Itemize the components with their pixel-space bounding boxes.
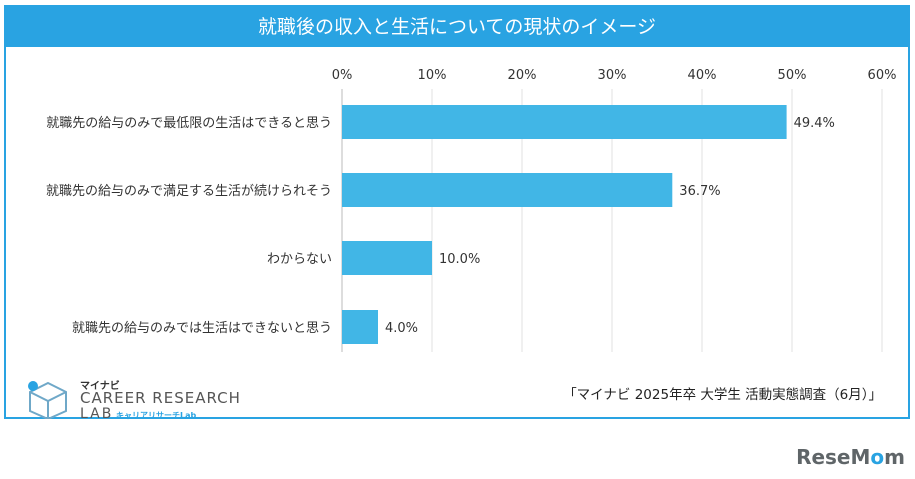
category-label: わからない	[267, 252, 332, 267]
chart-frame: 就職後の収入と生活についての現状のイメージ 0% 10% 20% 30% 40% 50% 6…	[4, 5, 910, 422]
x-tick-label: 50%	[778, 68, 807, 83]
bar-chart: 0% 10% 20% 30% 40% 50% 60% 就職先の給与のみで最低限の生活はできると…	[46, 68, 897, 352]
brand-line2: LAB	[80, 406, 114, 422]
bar	[342, 310, 378, 344]
category-label: 就職先の給与のみで最低限の生活はできると思う	[46, 116, 332, 131]
resemom-watermark: ReseMom	[796, 445, 905, 469]
x-tick-label: 60%	[868, 68, 897, 83]
data-label: 36.7%	[679, 184, 720, 199]
brand-line1: CAREER RESEARCH	[80, 389, 241, 407]
career-research-lab-logo: マイナビ CAREER RESEARCH LAB キャリアリサーチLab	[24, 375, 244, 422]
data-label: 4.0%	[385, 321, 418, 336]
brand-small-top: マイナビ	[80, 381, 120, 392]
x-tick-label: 10%	[418, 68, 447, 83]
chart-title: 就職後の収入と生活についての現状のイメージ	[6, 7, 908, 47]
data-label: 49.4%	[794, 116, 835, 131]
lab-cube-icon	[28, 381, 67, 419]
data-label: 10.0%	[439, 252, 480, 267]
brand-sub: キャリアリサーチLab	[116, 411, 197, 420]
category-label: 就職先の給与のみでは生活はできないと思う	[72, 321, 332, 336]
category-label: 就職先の給与のみで満足する生活が続けられそう	[46, 184, 332, 199]
source-note: 「マイナビ 2025年卒 大学生 活動実態調査（6月）」	[563, 387, 882, 403]
bar	[342, 241, 432, 275]
x-tick-label: 40%	[688, 68, 717, 83]
x-tick-label: 30%	[598, 68, 627, 83]
x-tick-label: 20%	[508, 68, 537, 83]
bar	[342, 105, 787, 139]
bar	[342, 173, 673, 207]
x-tick-label: 0%	[332, 68, 353, 83]
